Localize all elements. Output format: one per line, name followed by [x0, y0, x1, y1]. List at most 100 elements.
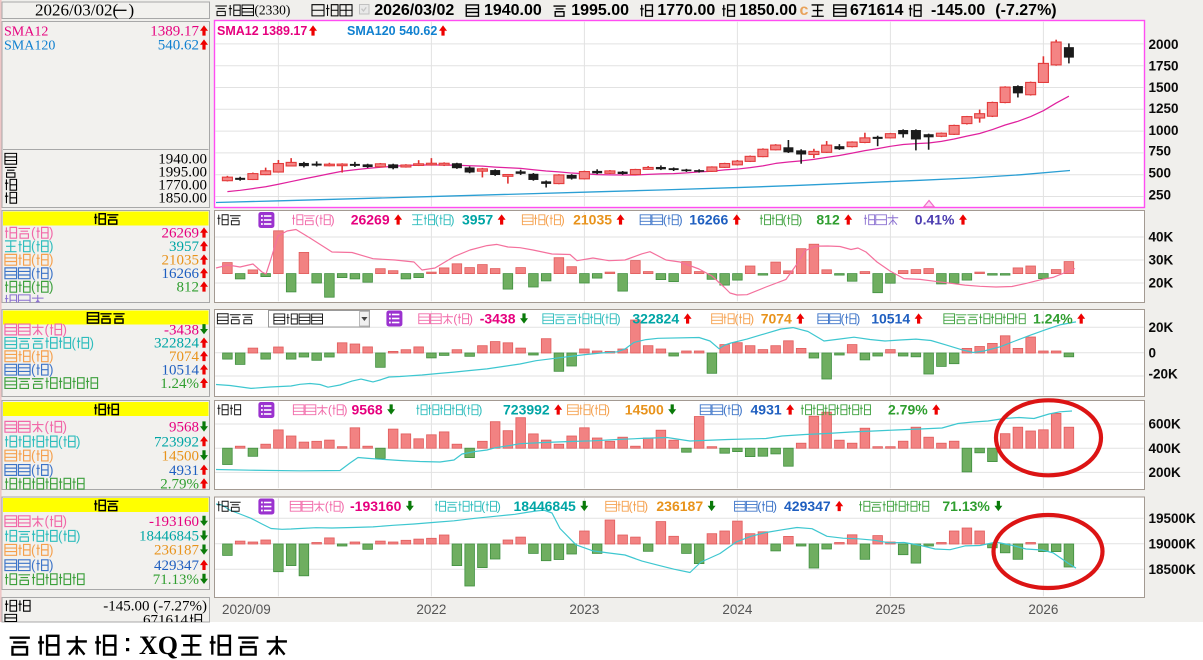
svg-text:(: (	[31, 225, 36, 240]
svg-text:): )	[497, 499, 501, 513]
svg-text:1995.00: 1995.00	[571, 2, 629, 19]
svg-text:0.41%: 0.41%	[915, 211, 955, 227]
svg-text:2022: 2022	[416, 602, 446, 617]
svg-text:(: (	[31, 542, 36, 557]
svg-text:(: (	[31, 349, 36, 364]
svg-text:(2330): (2330)	[254, 3, 290, 18]
svg-text:): )	[678, 213, 682, 227]
svg-text:1940.00: 1940.00	[484, 2, 542, 19]
svg-text:): )	[773, 499, 777, 513]
svg-text:(: (	[45, 322, 50, 337]
svg-text:1770.00: 1770.00	[158, 178, 207, 194]
svg-text:1.24%: 1.24%	[1033, 310, 1073, 326]
svg-text:21035: 21035	[573, 211, 612, 227]
svg-text:): )	[561, 213, 565, 227]
svg-text:): )	[49, 558, 54, 573]
svg-text:): )	[49, 349, 54, 364]
svg-text:10514: 10514	[162, 363, 200, 379]
svg-text:): )	[49, 225, 54, 240]
svg-text:(: (	[481, 499, 486, 513]
svg-text:723992: 723992	[503, 401, 550, 417]
svg-text:(: (	[663, 213, 668, 227]
svg-text:): )	[478, 403, 482, 417]
svg-text:): )	[49, 266, 54, 281]
svg-text:9568: 9568	[169, 420, 199, 436]
svg-text:500: 500	[1149, 166, 1172, 181]
svg-text:(: (	[841, 312, 846, 326]
svg-text:2026/03/02: 2026/03/02	[374, 2, 454, 19]
svg-text:2026: 2026	[1028, 602, 1058, 617]
svg-text:): )	[49, 239, 54, 254]
svg-text:723992: 723992	[154, 434, 199, 450]
svg-text:(: (	[31, 362, 36, 377]
svg-text:18446845: 18446845	[139, 529, 199, 545]
svg-text:200K: 200K	[1149, 465, 1182, 480]
svg-text:19500K: 19500K	[1149, 511, 1197, 526]
svg-text:): )	[49, 279, 54, 294]
svg-text:322824: 322824	[154, 336, 200, 352]
svg-text:(: (	[31, 239, 36, 254]
svg-text:(: (	[31, 448, 36, 463]
svg-text:(: (	[783, 213, 788, 227]
svg-text:2026/03/02(: 2026/03/02(	[35, 1, 118, 20]
svg-text:236187: 236187	[154, 543, 200, 559]
svg-text:21035: 21035	[162, 253, 200, 269]
svg-text:(: (	[315, 213, 320, 227]
svg-text:(: (	[545, 213, 550, 227]
svg-text:16266: 16266	[162, 266, 200, 282]
svg-text:(: (	[628, 499, 633, 513]
svg-text:c: c	[800, 2, 809, 19]
svg-text:2.79%: 2.79%	[888, 401, 928, 417]
svg-text:540.62: 540.62	[158, 38, 199, 54]
svg-text:1250: 1250	[1149, 101, 1179, 116]
svg-text:): )	[606, 403, 610, 417]
svg-text:20K: 20K	[1149, 276, 1174, 291]
svg-text:18446845: 18446845	[514, 498, 577, 514]
svg-text:(: (	[463, 403, 468, 417]
svg-text:16266: 16266	[689, 211, 728, 227]
svg-text:812: 812	[816, 211, 840, 227]
svg-text:10514: 10514	[871, 310, 910, 326]
svg-text:1770.00: 1770.00	[657, 2, 715, 19]
svg-text:): )	[63, 419, 68, 434]
svg-text:4931: 4931	[751, 401, 782, 417]
svg-text:): )	[49, 462, 54, 477]
svg-text:(: (	[328, 403, 333, 417]
svg-text:): )	[63, 322, 68, 337]
svg-text:2023: 2023	[569, 602, 599, 617]
svg-text:1995.00: 1995.00	[158, 165, 207, 181]
svg-text:429347: 429347	[784, 498, 831, 514]
svg-text:429347: 429347	[154, 558, 200, 574]
svg-text:-3438: -3438	[164, 322, 199, 338]
svg-text:-145.00 (-7.27%): -145.00 (-7.27%)	[103, 599, 207, 615]
svg-text:750: 750	[1149, 144, 1172, 159]
svg-text:40K: 40K	[1149, 230, 1174, 245]
svg-text:): )	[76, 528, 81, 543]
svg-text:18500K: 18500K	[1149, 562, 1197, 577]
svg-text:SMA120: SMA120	[4, 38, 55, 53]
svg-text:30K: 30K	[1149, 253, 1174, 268]
svg-text:2020/09: 2020/09	[222, 602, 271, 617]
svg-text:(: (	[601, 312, 606, 326]
svg-text:(: (	[58, 528, 63, 543]
svg-text:1940.00: 1940.00	[158, 152, 207, 168]
svg-text:600K: 600K	[1149, 417, 1182, 432]
svg-text:): )	[798, 213, 802, 227]
svg-text:236187: 236187	[656, 498, 703, 514]
svg-text:19000K: 19000K	[1149, 536, 1197, 551]
svg-text:1850.00: 1850.00	[158, 191, 207, 207]
svg-text:): )	[750, 312, 754, 326]
svg-text:): )	[856, 312, 860, 326]
svg-text:26269: 26269	[162, 226, 200, 242]
svg-text:1500: 1500	[1149, 80, 1179, 95]
svg-text:14500: 14500	[162, 448, 200, 464]
svg-text:): )	[49, 362, 54, 377]
svg-text:): )	[63, 514, 68, 529]
svg-text:(-7.27%): (-7.27%)	[995, 2, 1056, 19]
svg-text:): )	[90, 335, 95, 350]
svg-text:26269: 26269	[351, 211, 390, 227]
svg-text:(: (	[435, 213, 440, 227]
svg-text:0: 0	[1149, 345, 1157, 360]
svg-text:1.24%: 1.24%	[160, 376, 199, 392]
svg-text:): )	[49, 448, 54, 463]
